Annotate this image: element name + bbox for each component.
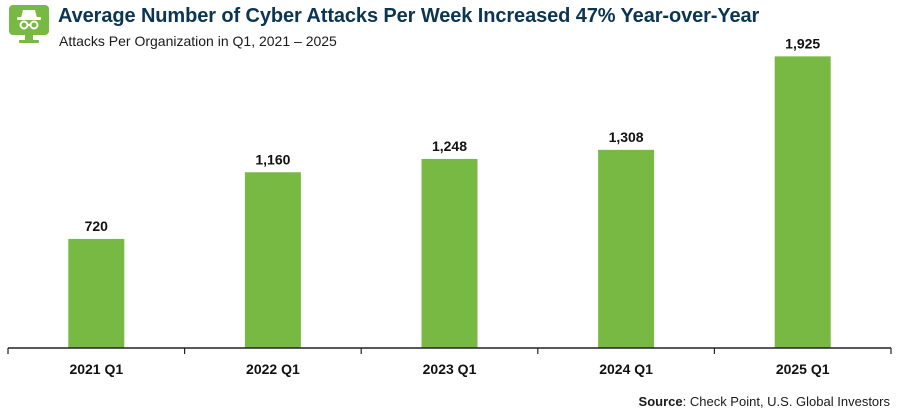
x-tick-label: 2022 Q1 bbox=[246, 361, 300, 377]
chart-title: Average Number of Cyber Attacks Per Week… bbox=[58, 5, 760, 27]
source-label: Source bbox=[638, 394, 683, 409]
data-label: 720 bbox=[85, 218, 109, 234]
data-label: 1,925 bbox=[785, 35, 820, 51]
bar-2023-q1 bbox=[421, 158, 478, 348]
source-note: Source: Check Point, U.S. Global Investo… bbox=[639, 394, 890, 409]
bar-2025-q1 bbox=[774, 56, 831, 349]
data-label: 1,160 bbox=[255, 151, 290, 167]
x-tick-label: 2021 Q1 bbox=[69, 361, 123, 377]
cyber-spy-monitor-icon bbox=[9, 5, 49, 43]
x-tick-label: 2025 Q1 bbox=[776, 361, 830, 377]
x-tick-label: 2023 Q1 bbox=[423, 361, 477, 377]
bar-2022-q1 bbox=[244, 172, 301, 348]
bar-2024-q1 bbox=[598, 149, 655, 348]
source-text: : Check Point, U.S. Global Investors bbox=[682, 394, 890, 409]
data-label: 1,308 bbox=[609, 129, 644, 145]
bar-2021-q1 bbox=[68, 238, 125, 348]
data-label: 1,248 bbox=[432, 138, 467, 154]
x-tick-label: 2024 Q1 bbox=[599, 361, 653, 377]
chart-subtitle: Attacks Per Organization in Q1, 2021 – 2… bbox=[59, 33, 337, 49]
